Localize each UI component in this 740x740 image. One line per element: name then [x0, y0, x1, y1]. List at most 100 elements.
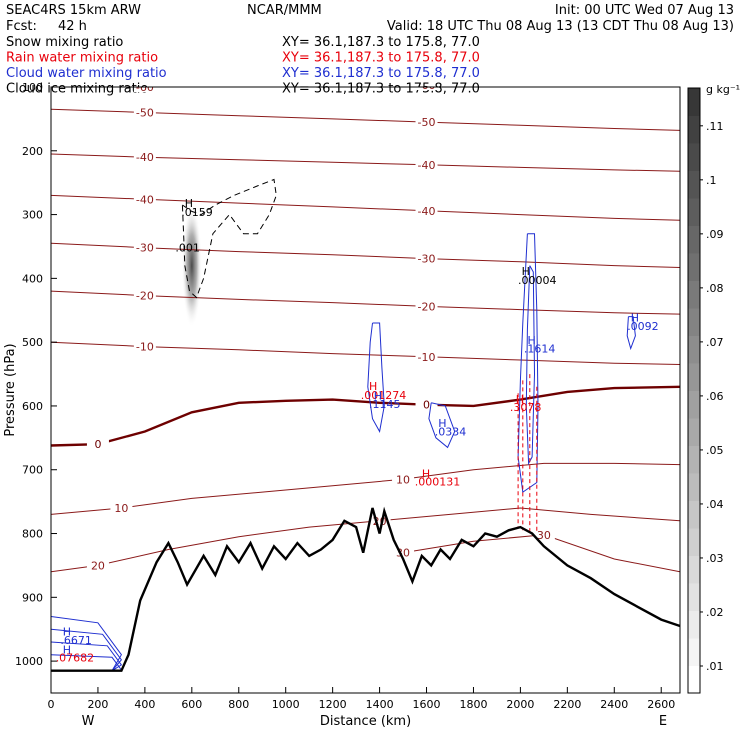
isotherm-label-bg — [392, 473, 415, 485]
max-annotation: H — [516, 393, 524, 406]
colorbar-swatch — [688, 198, 700, 226]
isotherm-line — [51, 153, 680, 172]
colorbar-swatch — [688, 390, 700, 419]
max-annotation: H — [422, 467, 430, 480]
cloud-water-contour — [428, 402, 456, 449]
max-annotation: .001274 — [361, 389, 407, 402]
isotherm-label-bg — [415, 252, 438, 264]
isotherm-line — [51, 341, 680, 365]
colorbar-frame — [687, 87, 701, 694]
plot-area: -60 -60 -50 -50 -40 -40 -40 -40 -30 -30 -20 -20 -10 -… — [51, 79, 680, 672]
x-tick-label: 1600 — [413, 698, 441, 711]
isotherm-line — [51, 290, 680, 315]
colorbar-swatch — [688, 500, 700, 529]
isotherm-label: -60 — [418, 79, 436, 92]
colorbar-swatch — [688, 583, 700, 611]
max-annotation: .0334 — [435, 425, 467, 438]
max-annotation: H — [631, 312, 639, 325]
y-tick-label: 700 — [22, 464, 43, 477]
x-tick-label: 600 — [181, 698, 202, 711]
colorbar-swatch — [688, 335, 700, 364]
max-annotation: H — [522, 265, 530, 278]
colorbar-swatch — [688, 143, 700, 171]
max-annotation: .07682 — [56, 652, 95, 665]
snow-contour — [181, 178, 277, 299]
legend-field-xy: XY= 36.1,187.3 to 175.8, 77.0 — [282, 82, 480, 97]
max-annotation: H — [63, 643, 71, 656]
y-tick-label: 100 — [22, 81, 43, 94]
isotherm-label: -10 — [136, 341, 154, 354]
isotherm-label-bg — [133, 340, 156, 352]
forecast-hours: 42 h — [58, 19, 87, 34]
max-annotation: .1614 — [524, 342, 556, 355]
colorbar-tick-label: .06 — [706, 390, 724, 403]
terrain-layer — [51, 506, 680, 672]
colorbar-swatch — [688, 555, 700, 584]
hydrometeor-contours — [51, 178, 636, 672]
snow-max-shading — [181, 203, 202, 328]
colorbar-unit: g kg⁻¹ — [706, 83, 740, 96]
isotherm-label: -30 — [136, 242, 154, 255]
colorbar-swatch — [688, 363, 700, 391]
colorbar-swatch — [688, 445, 700, 474]
isotherm-label: -50 — [418, 116, 436, 129]
terrain-line — [51, 506, 680, 672]
chart-header: SEAC4RS 15km ARW NCAR/MMM Init: 00 UTC W… — [6, 3, 734, 97]
max-annotation: H — [369, 380, 377, 393]
y-tick-label: 300 — [22, 209, 43, 222]
isotherm-label-bg — [415, 116, 438, 128]
cloud-water-contour — [525, 265, 536, 466]
colorbar-tick-label: .01 — [706, 660, 724, 673]
legend-field-xy: XY= 36.1,187.3 to 175.8, 77.0 — [282, 35, 480, 50]
max-annotation: .1145 — [369, 398, 401, 411]
field-legend: Snow mixing ratio XY= 36.1,187.3 to 175.8… — [6, 35, 480, 97]
x-axis-west-label: W — [82, 714, 95, 729]
isotherm-label: 0 — [94, 438, 101, 451]
max-annotation: H — [527, 334, 535, 347]
axes: 0 200 400 600 800 1000 1200 1400 1600 1800 2000 220… — [3, 81, 675, 729]
isotherm-label-bg — [415, 158, 438, 170]
colorbar: .01 .02 .03 .04 .05 .06 .07 .08 .09 .1 .11 g kg⁻¹ — [687, 83, 740, 694]
colorbar-swatch — [688, 418, 700, 446]
isotherm-line — [51, 242, 680, 268]
colorbar-swatch — [688, 88, 700, 116]
isotherm-label: -40 — [136, 151, 154, 164]
colorbar-tick-label: .05 — [706, 444, 724, 457]
x-tick-label: 1200 — [319, 698, 347, 711]
x-tick-label: 1800 — [459, 698, 487, 711]
isotherm-label: -20 — [418, 300, 436, 313]
colorbar-swatch — [688, 253, 700, 281]
isotherm-label-bg — [133, 241, 156, 253]
isotherm-label: 10 — [114, 502, 128, 515]
isotherm-line — [51, 385, 680, 447]
isotherm-line — [51, 108, 680, 131]
max-annotation: .3078 — [510, 401, 542, 414]
isotherm-label: -40 — [418, 159, 436, 172]
forecast-label: Fcst: — [6, 19, 37, 34]
isotherm-label-bg — [392, 546, 415, 558]
cloud-water-contour — [367, 322, 385, 433]
x-tick-label: 1000 — [272, 698, 300, 711]
legend-field-name: Cloud water mixing ratio — [6, 66, 167, 81]
legend-field-name: Cloud ice mixing ratio — [6, 82, 148, 97]
isotherm-label: -40 — [418, 205, 436, 218]
colorbar-swatch — [688, 610, 700, 639]
isotherm-label: 20 — [91, 559, 105, 572]
max-annotation: .000131 — [415, 476, 461, 489]
max-annotation: H — [63, 626, 71, 639]
x-axis-east-label: E — [659, 714, 667, 729]
x-tick-label: 2000 — [506, 698, 534, 711]
colorbar-swatch — [688, 115, 700, 144]
isotherm-line — [51, 507, 680, 573]
max-annotation: .0159 — [181, 206, 213, 219]
y-tick-label: 600 — [22, 400, 43, 413]
isotherm-label-bg — [415, 350, 438, 362]
colorbar-tick-label: .08 — [706, 282, 724, 295]
max-annotation: .001 — [175, 242, 200, 255]
colorbar-swatch — [688, 170, 700, 199]
max-annotation: .00004 — [518, 274, 557, 287]
x-tick-label: 2400 — [600, 698, 628, 711]
max-annotation: .6671 — [60, 634, 92, 647]
